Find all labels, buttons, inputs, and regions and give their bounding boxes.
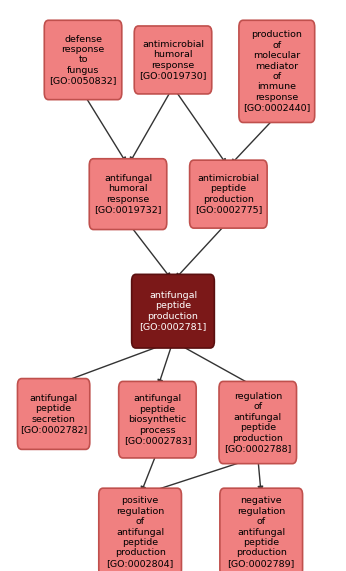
FancyBboxPatch shape (89, 159, 167, 230)
FancyBboxPatch shape (131, 274, 214, 348)
Text: antifungal
peptide
secretion
[GO:0002782]: antifungal peptide secretion [GO:0002782… (20, 394, 87, 434)
FancyBboxPatch shape (219, 381, 297, 464)
FancyBboxPatch shape (190, 160, 267, 228)
FancyBboxPatch shape (44, 20, 122, 99)
FancyBboxPatch shape (17, 379, 90, 449)
Text: production
of
molecular
mediator
of
immune
response
[GO:0002440]: production of molecular mediator of immu… (243, 30, 310, 112)
FancyBboxPatch shape (99, 488, 181, 571)
FancyBboxPatch shape (134, 26, 212, 94)
Text: antifungal
humoral
response
[GO:0019732]: antifungal humoral response [GO:0019732] (94, 174, 162, 214)
Text: negative
regulation
of
antifungal
peptide
production
[GO:0002789]: negative regulation of antifungal peptid… (228, 496, 295, 568)
Text: regulation
of
antifungal
peptide
production
[GO:0002788]: regulation of antifungal peptide product… (224, 392, 291, 453)
Text: antimicrobial
humoral
response
[GO:0019730]: antimicrobial humoral response [GO:00197… (139, 40, 207, 80)
Text: positive
regulation
of
antifungal
peptide
production
[GO:0002804]: positive regulation of antifungal peptid… (107, 496, 174, 568)
Text: defense
response
to
fungus
[GO:0050832]: defense response to fungus [GO:0050832] (49, 35, 117, 85)
Text: antifungal
peptide
production
[GO:0002781]: antifungal peptide production [GO:000278… (139, 291, 207, 331)
FancyBboxPatch shape (220, 488, 302, 571)
FancyBboxPatch shape (239, 21, 315, 123)
Text: antifungal
peptide
biosynthetic
process
[GO:0002783]: antifungal peptide biosynthetic process … (124, 395, 191, 445)
Text: antimicrobial
peptide
production
[GO:0002775]: antimicrobial peptide production [GO:000… (195, 174, 262, 214)
FancyBboxPatch shape (119, 381, 196, 458)
